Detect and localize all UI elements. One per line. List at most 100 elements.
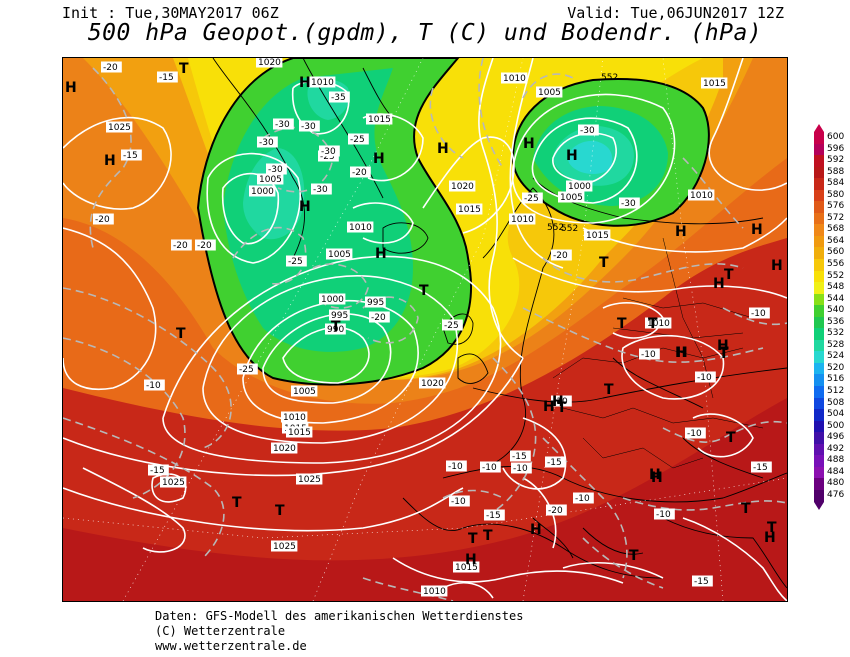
- high-pressure-center: H: [764, 530, 776, 546]
- height-label-text: 552: [547, 223, 564, 233]
- isobar-label-bg: [449, 180, 476, 192]
- isobar-label: 1020: [256, 58, 283, 68]
- low-pressure-center-text: T: [629, 548, 639, 564]
- isobar-label-bg: [309, 76, 336, 88]
- isobar-label-text: 1010: [647, 319, 670, 329]
- low-pressure-center: T: [232, 495, 242, 511]
- legend-swatch: [814, 212, 824, 225]
- isotherm-label-text: -10: [575, 494, 590, 504]
- isobar-label-text: 1005: [560, 193, 583, 203]
- legend-swatch: [814, 432, 824, 444]
- legend-swatch: [814, 478, 824, 490]
- isotherm-label-text: -25: [320, 152, 335, 162]
- isotherm-label-bg: [511, 462, 532, 474]
- isobar-label: 1015: [456, 203, 483, 215]
- isotherm-label-bg: [692, 575, 713, 587]
- legend-row: 492: [812, 443, 850, 456]
- isotherm-label-text: -30: [580, 126, 595, 136]
- isotherm-label-text: -15: [753, 463, 768, 473]
- isotherm-label-bg: [299, 120, 320, 132]
- isotherm-label-text: -10: [553, 397, 568, 407]
- isobar-label-text: 1010: [503, 74, 526, 84]
- isotherm-label-text: -10: [146, 381, 161, 391]
- isotherm-label: -15: [148, 464, 169, 476]
- low-pressure-center-text: T: [419, 283, 429, 299]
- legend-top-arrow: [814, 124, 824, 132]
- isotherm-label-text: -10: [513, 464, 528, 474]
- isotherm-label-bg: [578, 124, 599, 136]
- isotherm-label: -30: [273, 118, 294, 130]
- high-pressure-center: H: [771, 258, 783, 274]
- legend-row: 552: [812, 270, 850, 283]
- legend-swatch: [814, 224, 824, 236]
- high-pressure-center: H: [649, 467, 661, 483]
- isobar-label-bg: [249, 185, 276, 197]
- isotherm-label: -30: [619, 197, 640, 209]
- isotherm-label-bg: [121, 149, 142, 161]
- legend-level-label: 552: [827, 270, 845, 281]
- isotherm-label-bg: [273, 118, 294, 130]
- isotherm-label: -20: [101, 61, 122, 73]
- legend-swatch: [814, 455, 824, 467]
- high-pressure-center: H: [375, 246, 387, 262]
- low-pressure-center: T: [275, 503, 285, 519]
- isotherm-label-text: -25: [239, 365, 254, 375]
- isobar-label-bg: [558, 191, 585, 203]
- legend-swatch: [814, 443, 824, 456]
- height-label-text: 552: [601, 73, 618, 83]
- footer-data-source: Daten: GFS-Modell des amerikanischen Wet…: [155, 609, 524, 623]
- legend-level-label: 496: [827, 432, 845, 443]
- low-pressure-center: T: [599, 255, 609, 271]
- legend-level-label: 488: [827, 455, 845, 466]
- isobar-label: 1000: [319, 293, 346, 305]
- low-pressure-center: T: [483, 528, 493, 544]
- high-pressure-center-text: H: [764, 530, 776, 546]
- isotherm-label-text: -30: [259, 138, 274, 148]
- high-pressure-center: H: [530, 522, 542, 538]
- isobar-label-bg: [347, 221, 374, 233]
- isotherm-label: -15: [157, 71, 178, 83]
- isotherm-label-text: -20: [103, 63, 118, 73]
- legend-row: 576: [812, 201, 850, 213]
- legend-swatch: [814, 397, 824, 410]
- legend-row: 592: [812, 155, 850, 167]
- legend-row: 508: [812, 397, 850, 410]
- legend-swatch: [814, 143, 824, 156]
- isobar-label-bg: [296, 473, 323, 485]
- isotherm-label-text: -20: [553, 251, 568, 261]
- low-pressure-center: T: [719, 346, 729, 362]
- high-pressure-center: H: [751, 222, 763, 238]
- isobar-label-text: 990: [327, 325, 344, 335]
- isobar-label: 1020: [419, 377, 446, 389]
- isobar-label: 1010: [309, 76, 336, 88]
- legend-row: 516: [812, 374, 850, 387]
- init-time: Init : Tue,30MAY2017 06Z: [62, 4, 279, 22]
- isotherm-label-text: -10: [451, 497, 466, 507]
- isobar-label: 1025: [296, 473, 323, 485]
- height-label: 552: [547, 223, 564, 233]
- high-pressure-center-text: H: [651, 470, 663, 486]
- chart-title: 500 hPa Geopot.(gpdm), T (C) und Bodendr…: [87, 20, 763, 46]
- isotherm-label: -10: [685, 427, 706, 439]
- isobar-label-text: 995: [331, 311, 348, 321]
- isotherm-label-text: -10: [641, 350, 656, 360]
- legend-bottom-arrow: [814, 501, 824, 510]
- isotherm-label-bg: [545, 456, 566, 468]
- isotherm-label: -10: [144, 379, 165, 391]
- isotherm-label-text: -20: [197, 241, 212, 251]
- isobar-label-bg: [456, 203, 483, 215]
- isobar-label: 1025: [271, 540, 298, 552]
- isobar-label-text: 1000: [321, 295, 344, 305]
- legend-row: 500: [812, 420, 850, 433]
- legend-level-label: 528: [827, 339, 845, 350]
- isobar-label: 1005: [326, 248, 353, 260]
- isobar-label: 1015: [366, 113, 393, 125]
- low-pressure-center: T: [419, 283, 429, 299]
- isobar-label-bg: [501, 72, 528, 84]
- low-pressure-center-text: T: [741, 501, 751, 517]
- weather-map: 1020 1010 1005 1015 1025 1000 995 990 1010 1005 10…: [62, 57, 788, 602]
- isobar-label: 1010: [645, 317, 672, 329]
- low-pressure-center: T: [724, 267, 734, 283]
- high-pressure-center-text: H: [523, 136, 535, 152]
- legend-level-label: 504: [827, 409, 845, 420]
